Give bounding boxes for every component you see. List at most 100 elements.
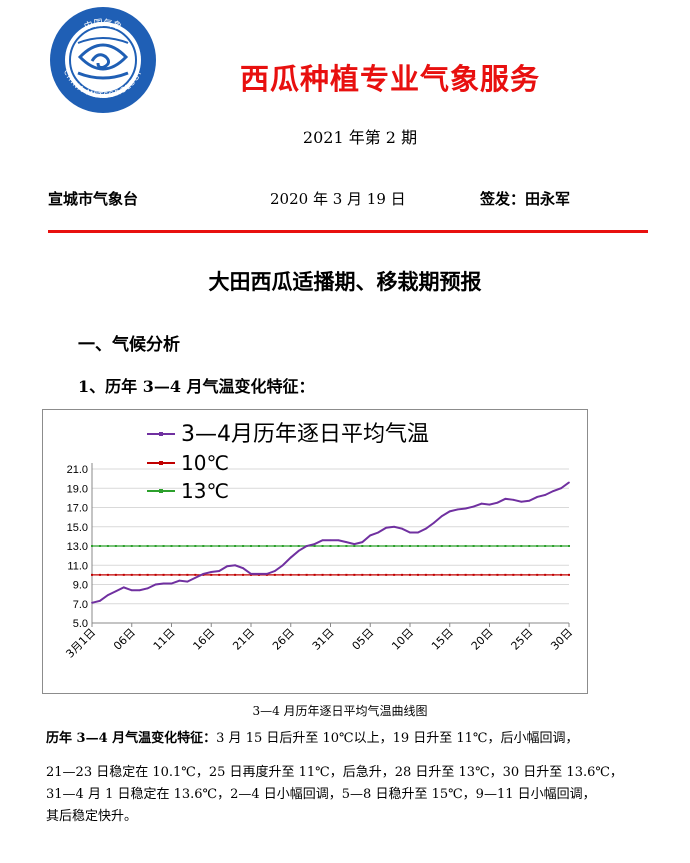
reference-marker — [91, 545, 93, 547]
reference-marker — [568, 545, 570, 547]
reference-marker — [130, 545, 133, 547]
reference-marker — [345, 573, 348, 576]
reference-marker — [440, 573, 443, 576]
paragraph-line: 历年 3—4 月气温变化特征：3 月 15 日后升至 10℃以上，19 日升至 … — [46, 728, 646, 750]
data-point — [536, 496, 539, 498]
reference-marker — [456, 573, 459, 576]
reference-marker — [178, 573, 181, 576]
data-point — [432, 522, 435, 524]
data-point — [329, 539, 332, 542]
reference-marker — [98, 545, 101, 547]
reference-marker — [393, 573, 396, 576]
legend-label: 10℃ — [181, 451, 229, 475]
y-tick-label: 9.0 — [73, 580, 88, 592]
reference-marker — [456, 545, 459, 547]
reference-marker — [488, 545, 491, 547]
legend-marker — [159, 432, 163, 436]
reference-marker — [361, 573, 364, 576]
reference-marker — [377, 573, 380, 576]
reference-marker — [265, 545, 268, 547]
reference-marker — [377, 545, 380, 547]
reference-marker — [337, 545, 340, 547]
data-point — [313, 543, 316, 545]
page-title: 西瓜种植专业气象服务 — [239, 62, 540, 96]
reference-marker — [98, 573, 101, 576]
issue-number: 2021 年第 2 期 — [302, 128, 418, 147]
data-point — [496, 501, 499, 504]
data-point — [154, 583, 157, 586]
reference-marker — [568, 573, 570, 576]
data-point — [321, 539, 324, 542]
reference-marker — [544, 545, 547, 547]
data-point — [401, 527, 403, 530]
data-point — [250, 573, 252, 575]
y-tick-label: 21.0 — [67, 464, 88, 476]
x-tick-label: 31日 — [310, 626, 337, 653]
reference-marker — [242, 545, 245, 547]
reference-marker — [194, 573, 197, 576]
reference-marker — [472, 573, 475, 576]
reference-marker — [416, 573, 419, 576]
reference-marker — [369, 545, 372, 547]
data-point — [234, 564, 237, 567]
y-tick-label: 7.0 — [73, 599, 88, 611]
issue-date: 2020 年 3 月 19 日 — [270, 190, 406, 208]
reference-marker — [178, 545, 181, 547]
data-point — [281, 564, 284, 567]
reference-marker — [122, 545, 125, 547]
reference-marker — [432, 545, 435, 547]
x-tick-label: 16日 — [191, 626, 218, 653]
chart-caption: 3—4 月历年逐日平均气温曲线图 — [252, 704, 428, 718]
issuing-unit: 宣城市气象台 — [48, 190, 139, 208]
reference-marker — [472, 545, 475, 547]
data-point — [440, 515, 443, 518]
x-tick-label: 25日 — [509, 626, 536, 653]
reference-marker — [146, 545, 149, 547]
y-tick-label: 11.0 — [67, 560, 88, 572]
reference-marker — [154, 545, 157, 547]
reference-marker — [250, 545, 252, 547]
header-divider — [48, 230, 648, 233]
data-point — [178, 579, 181, 582]
reference-marker — [114, 573, 117, 576]
data-point — [218, 570, 221, 572]
reference-marker — [122, 573, 125, 576]
section-heading: 一、气候分析 — [78, 335, 180, 355]
y-tick-label: 15.0 — [67, 522, 88, 534]
y-tick-label: 19.0 — [67, 483, 88, 495]
x-tick-label: 06日 — [111, 626, 138, 653]
reference-marker — [273, 545, 276, 547]
paragraph-label: 历年 3—4 月气温变化特征： — [46, 731, 217, 746]
reference-marker — [138, 573, 141, 576]
reference-marker — [162, 545, 165, 547]
x-tick-label: 20日 — [469, 626, 496, 653]
reference-marker — [424, 573, 427, 576]
reference-marker — [496, 573, 499, 576]
data-point — [385, 526, 388, 529]
reference-marker — [234, 573, 237, 576]
x-tick-label: 3月1日 — [63, 626, 98, 661]
reference-marker — [226, 545, 229, 547]
data-point — [210, 571, 213, 573]
reference-marker — [257, 545, 260, 547]
data-point — [488, 503, 491, 506]
x-tick-label: 10日 — [389, 626, 416, 653]
reference-marker — [234, 545, 237, 547]
data-point — [353, 543, 356, 545]
reference-marker — [544, 573, 547, 576]
x-tick-label: 05日 — [350, 626, 377, 653]
reference-marker — [186, 573, 189, 576]
reference-marker — [401, 573, 404, 576]
reference-marker — [560, 573, 563, 576]
reference-marker — [146, 573, 149, 576]
reference-marker — [106, 545, 109, 547]
reference-marker — [130, 573, 133, 576]
reference-marker — [170, 573, 173, 576]
reference-marker — [416, 545, 419, 547]
data-point — [146, 587, 149, 590]
data-point — [122, 586, 125, 589]
reference-marker — [448, 545, 451, 547]
reference-marker — [329, 545, 332, 547]
temperature-chart: 5.0 7.0 9.0 11.0 13.0 15.0 17.0 19.0 21.0 3月1日 06日… — [42, 409, 588, 694]
reference-marker — [289, 545, 292, 547]
